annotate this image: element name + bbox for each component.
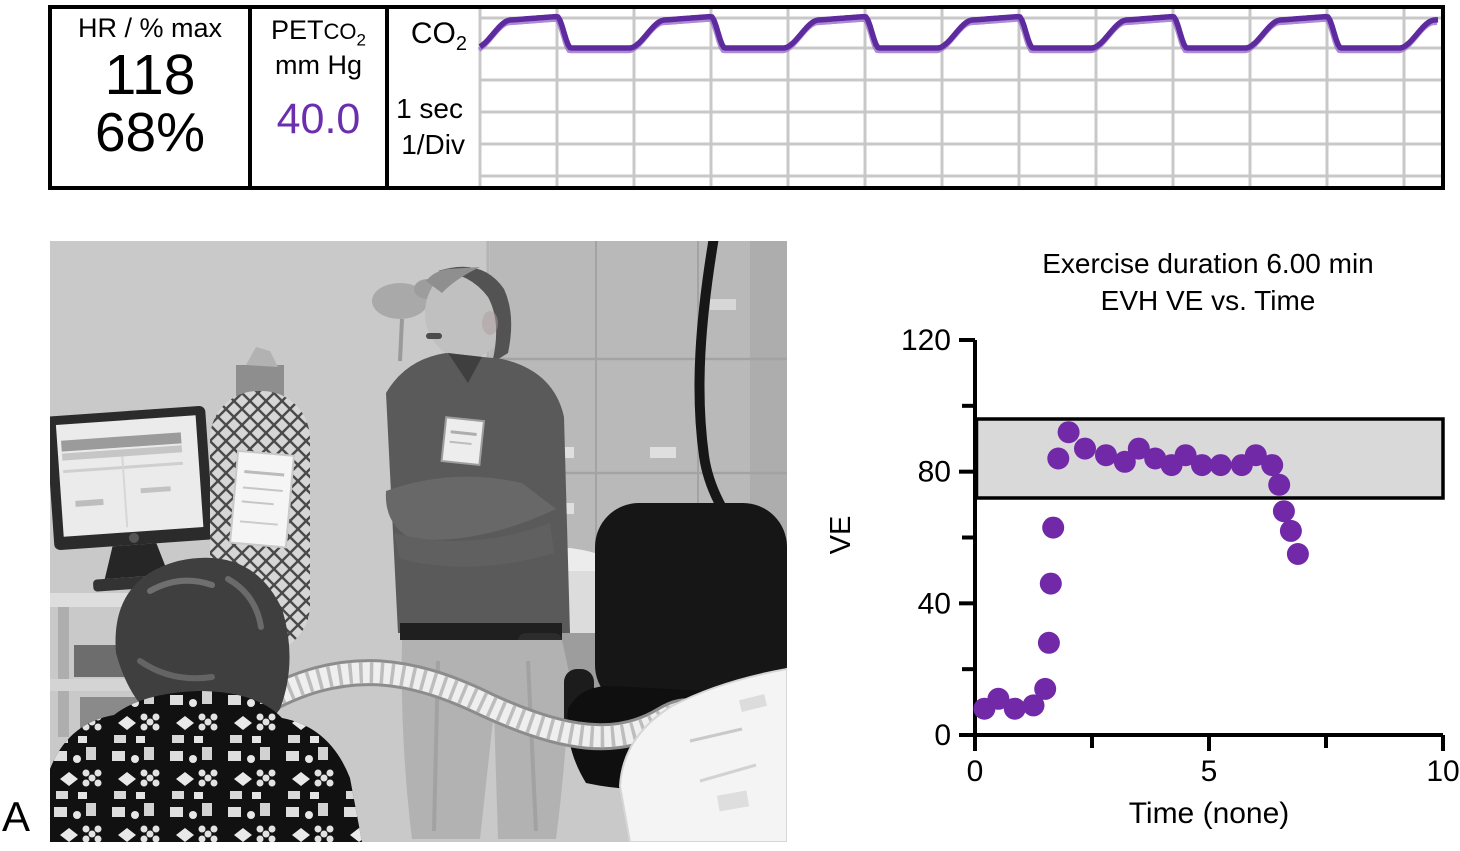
patient-hair: [115, 557, 290, 739]
panel-divider: [248, 9, 252, 186]
data-point: [1034, 677, 1057, 700]
hr-percent-max: 68%: [94, 101, 206, 164]
data-point: [1191, 454, 1213, 477]
data-point: [1261, 454, 1284, 477]
capno-gas-text: CO: [410, 17, 456, 50]
x-tick-label: 0: [967, 755, 984, 788]
chart-title-line2: EVH VE vs. Time: [1101, 285, 1316, 316]
axes: [959, 338, 1445, 751]
wall-hook: [372, 279, 442, 362]
hr-label: HR / % max: [77, 13, 223, 43]
petco2-label-subscript: 2: [356, 30, 366, 50]
petco2-label-gas: CO: [323, 19, 357, 44]
technician: [385, 266, 570, 839]
x-axis-label: Time (none): [1129, 797, 1290, 830]
data-point: [1268, 473, 1291, 496]
monitor-strip: HR / % max 118 68% PETCO2 mm Hg 40.0 CO2…: [48, 5, 1445, 190]
gas-cylinder: [210, 347, 310, 653]
rebreathing-bag: [618, 667, 787, 842]
data-point: [1272, 500, 1295, 523]
capno-grid: [478, 9, 1441, 186]
capnogram-labels: CO2 1 sec 1/Div: [389, 9, 477, 186]
x-tick-label: 10: [1426, 755, 1459, 788]
data-point: [1039, 572, 1062, 595]
plot-area: 0 40 80 120 0 5 10: [901, 324, 1460, 788]
data-point: [1127, 437, 1150, 460]
data-point: [1095, 444, 1117, 467]
panel-divider: [385, 9, 389, 186]
capno-gas-label: CO2: [411, 17, 467, 56]
petco2-value: 40.0: [276, 95, 361, 144]
data-point: [1286, 543, 1309, 565]
petco2-readout: PETCO2 mm Hg 40.0: [252, 9, 385, 186]
seated-patient: [50, 557, 362, 842]
x-tick-label: 5: [1201, 755, 1218, 788]
data-point: [1074, 437, 1096, 460]
data-points: [973, 421, 1309, 720]
hr-value: 118: [104, 43, 196, 107]
evh-test-photo: [50, 241, 787, 842]
capnogram-panel: CO2 1 sec 1/Div: [389, 9, 1441, 186]
mustache: [426, 333, 442, 339]
hr-readout: HR / % max 118 68%: [52, 9, 248, 186]
data-point: [1003, 697, 1026, 720]
petco2-units: mm Hg: [275, 50, 362, 81]
sweep-speed-label: 1 sec: [396, 93, 463, 124]
capnogram-trace: [477, 9, 1441, 186]
y-tick-label: 120: [901, 324, 951, 357]
data-point: [1042, 516, 1065, 539]
panel-label: A: [2, 793, 31, 840]
sweep-speed-units: 1/Div: [401, 129, 465, 160]
id-badge: [440, 416, 486, 467]
hair: [438, 266, 512, 363]
data-point: [1113, 450, 1136, 473]
y-tick-label: 40: [918, 587, 951, 620]
y-tick-label: 80: [918, 456, 951, 489]
capno-gas-subscript: 2: [455, 33, 467, 55]
computer-monitor: [50, 405, 214, 592]
data-point: [1174, 444, 1197, 467]
data-point: [987, 687, 1010, 710]
y-axis-label: VE: [825, 516, 857, 555]
petco2-label-prefix: PET: [271, 15, 324, 45]
data-point: [1047, 447, 1070, 470]
chart-title-line1: Exercise duration 6.00 min: [1042, 248, 1374, 279]
crossed-arms: [385, 476, 556, 540]
co2-trace: [478, 13, 1439, 51]
data-point: [1037, 631, 1060, 654]
y-tick-label: 0: [934, 719, 951, 752]
data-point: [1209, 454, 1232, 477]
data-point: [1022, 694, 1045, 717]
cylinder-tag: [229, 449, 295, 549]
data-point: [1279, 519, 1302, 542]
data-point: [1244, 444, 1267, 467]
ve-time-chart: Exercise duration 6.00 min EVH VE vs. Ti…: [825, 248, 1460, 830]
petco2-label: PETCO2: [271, 15, 366, 50]
data-point: [1057, 421, 1080, 444]
